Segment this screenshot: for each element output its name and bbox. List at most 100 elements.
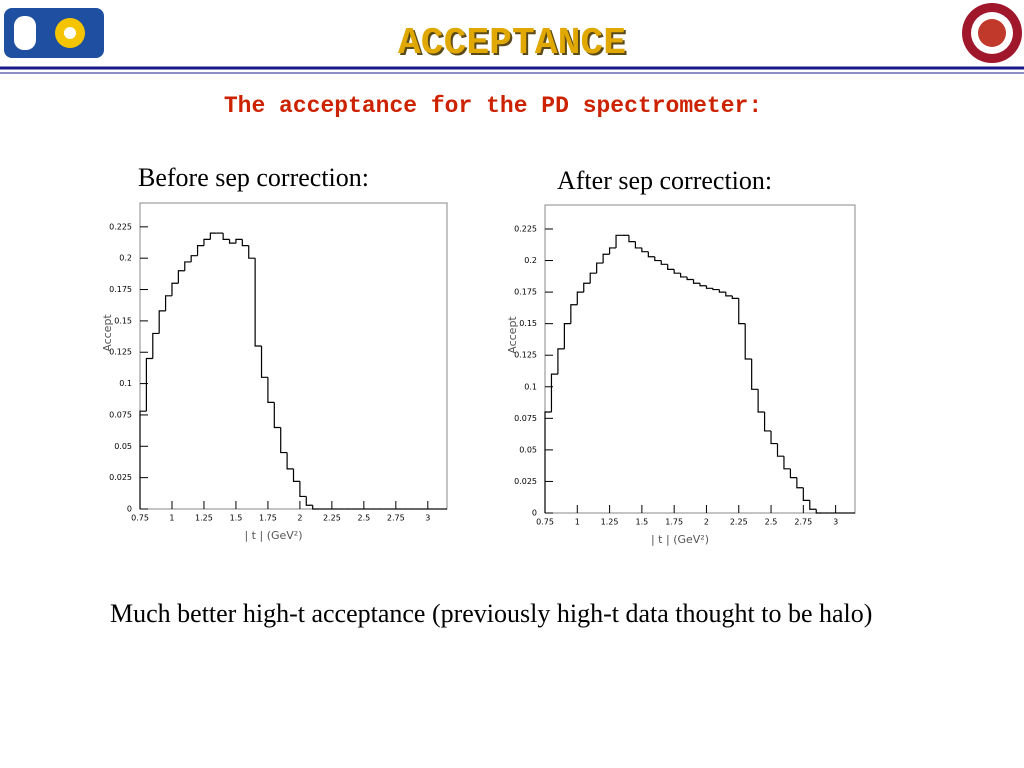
x-tick-label: 1.5 — [230, 514, 243, 523]
histogram-bin — [570, 304, 578, 324]
histogram-bin — [757, 389, 765, 413]
histogram-bin — [705, 285, 713, 289]
y-axis-label: Accept — [101, 314, 114, 352]
histogram-bin — [628, 235, 636, 243]
chart-title: After sep correction: — [557, 166, 772, 195]
chart-title: Before sep correction: — [138, 163, 369, 192]
x-tick-label: 2.75 — [794, 518, 812, 527]
histogram-bin — [738, 298, 746, 325]
y-tick-label: 0.05 — [114, 442, 132, 451]
histogram-bin — [660, 260, 668, 265]
histogram-bin — [164, 295, 172, 311]
x-tick-label: 2 — [704, 518, 709, 527]
histogram-bin — [783, 456, 791, 470]
histogram-bin — [228, 239, 236, 244]
y-tick-label: 0.025 — [109, 473, 132, 482]
histogram-bin — [608, 247, 617, 255]
histogram-bin — [312, 505, 320, 510]
x-axis-label: | t | (GeV²) — [244, 529, 302, 542]
x-tick-label: 2.25 — [730, 518, 748, 527]
y-tick-label: 0.2 — [119, 254, 132, 263]
histogram-bin — [544, 411, 552, 513]
x-tick-label: 1 — [575, 518, 580, 527]
histogram-bin — [667, 264, 675, 270]
histogram-bin — [634, 241, 642, 249]
histogram-bin — [158, 310, 166, 334]
x-tick-label: 1.75 — [259, 514, 277, 523]
histogram-bin — [589, 272, 597, 284]
histogram-bin — [241, 239, 249, 247]
histogram-bin — [602, 253, 610, 264]
histogram-bin — [725, 292, 733, 297]
y-tick-label: 0.225 — [109, 222, 132, 231]
university-seal — [962, 3, 1022, 63]
y-tick-label: 0 — [532, 509, 537, 518]
y-tick-label: 0.175 — [514, 288, 537, 297]
histogram-bin — [789, 468, 797, 479]
y-tick-label: 0.15 — [519, 319, 537, 328]
histogram-bin — [235, 238, 243, 244]
y-axis-label: Accept — [506, 316, 519, 354]
histogram-bin — [177, 270, 185, 284]
y-tick-label: 0.125 — [514, 351, 537, 360]
x-tick-label: 1.25 — [601, 518, 619, 527]
histogram-bin — [267, 377, 275, 404]
y-tick-label: 0.1 — [119, 379, 132, 388]
histogram-bin — [686, 276, 694, 281]
x-tick-label: 2.5 — [765, 518, 778, 527]
subtitle: The acceptance for the PD spectrometer: — [224, 93, 762, 119]
histogram-bin — [209, 232, 217, 240]
histogram-bin — [248, 245, 256, 259]
histogram-bin — [776, 443, 784, 457]
histogram-bin — [196, 245, 204, 256]
histogram-bin — [763, 412, 772, 432]
x-tick-label: 2 — [297, 514, 302, 523]
plot-frame — [139, 202, 448, 510]
histogram-bin — [203, 238, 211, 246]
histogram-bin — [184, 261, 192, 271]
y-tick-label: 0 — [127, 505, 132, 514]
histogram-bin — [299, 481, 307, 498]
x-tick-label: 1.25 — [195, 514, 213, 523]
x-tick-label: 3 — [425, 514, 430, 523]
x-tick-label: 1.75 — [665, 518, 683, 527]
histogram-bin — [641, 247, 649, 253]
y-tick-label: 0.125 — [109, 348, 132, 357]
histogram-bin — [190, 255, 198, 262]
histogram-bin — [576, 291, 584, 305]
x-axis-label: | t | (GeV²) — [651, 533, 709, 546]
histogram-bin — [596, 262, 604, 274]
histogram-bin — [731, 295, 739, 300]
histogram-bin — [550, 373, 558, 413]
histogram-bin — [171, 282, 179, 296]
histogram-bin — [751, 359, 759, 390]
y-tick-label: 0.2 — [524, 256, 537, 265]
histogram-bin — [139, 410, 147, 509]
histogram-bin — [744, 323, 752, 360]
y-tick-label: 0.1 — [524, 382, 537, 391]
histogram-bin — [712, 288, 720, 291]
x-tick-label: 0.75 — [131, 514, 149, 523]
histogram-bin — [305, 496, 313, 506]
histogram-bin — [152, 332, 160, 359]
y-tick-label: 0.075 — [109, 410, 132, 419]
title: ACCEPTANCE — [398, 22, 626, 65]
y-tick-label: 0.225 — [514, 224, 537, 233]
histogram-bin — [770, 430, 778, 445]
y-tick-label: 0.05 — [519, 445, 537, 454]
x-tick-label: 2.75 — [387, 514, 405, 523]
histogram-bin — [809, 500, 817, 510]
x-tick-label: 0.75 — [536, 518, 554, 527]
x-tick-label: 3 — [833, 518, 838, 527]
x-tick-label: 2.5 — [357, 514, 370, 523]
y-tick-label: 0.075 — [514, 414, 537, 423]
x-tick-label: 1.5 — [636, 518, 649, 527]
body-text: Much better high-t acceptance (previousl… — [110, 599, 873, 628]
histogram-bin — [292, 468, 300, 483]
histogram-bin — [673, 269, 681, 274]
title-shadow: ACCEPTANCE — [400, 24, 628, 67]
histogram-bin — [222, 233, 230, 240]
histogram-bin — [718, 289, 726, 293]
